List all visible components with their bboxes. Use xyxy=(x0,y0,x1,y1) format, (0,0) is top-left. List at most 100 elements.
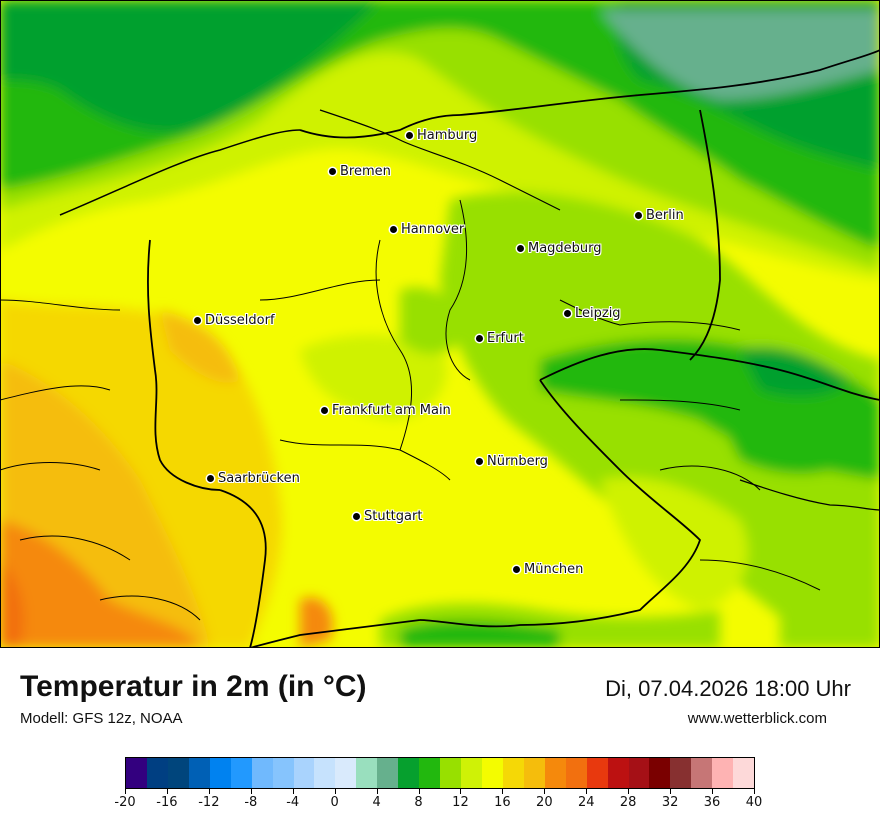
city-dot-icon xyxy=(207,475,214,482)
colorbar-tick-label: 36 xyxy=(703,795,721,810)
colorbar-tick-label: 16 xyxy=(494,795,511,810)
colorbar-tick-label: 4 xyxy=(372,795,381,810)
city-leipzig: Leipzig xyxy=(564,306,621,321)
colorbar-segment xyxy=(398,758,420,788)
colorbar-tick xyxy=(376,789,378,794)
colorbar-tick xyxy=(250,789,252,794)
colorbar-segment xyxy=(649,758,671,788)
city-duesseldorf: Düsseldorf xyxy=(194,313,275,328)
city-label: Hamburg xyxy=(417,128,478,143)
colorbar-tick-label: 0 xyxy=(330,795,339,810)
city-label: Stuttgart xyxy=(364,509,423,524)
city-magdeburg: Magdeburg xyxy=(517,241,602,256)
colorbar-segment xyxy=(293,758,315,788)
city-label: Frankfurt am Main xyxy=(332,403,451,418)
city-dot-icon xyxy=(476,335,483,342)
city-muenchen: München xyxy=(513,562,583,577)
colorbar-segment xyxy=(670,758,692,788)
temperature-colorbar xyxy=(125,757,755,789)
colorbar-tick xyxy=(712,789,714,794)
colorbar-tick xyxy=(628,789,630,794)
temperature-contour-map xyxy=(0,0,880,648)
city-dot-icon xyxy=(353,513,360,520)
map-title: Temperatur in 2m (in °C) xyxy=(20,670,367,703)
colorbar-tick-label: 28 xyxy=(619,795,637,810)
colorbar-tick xyxy=(502,789,504,794)
colorbar-segment xyxy=(544,758,566,788)
colorbar-segment xyxy=(209,758,231,788)
city-dot-icon xyxy=(406,132,413,139)
city-label: Bremen xyxy=(340,164,391,179)
colorbar-tick-label: -4 xyxy=(286,795,300,810)
city-label: Saarbrücken xyxy=(218,471,300,486)
city-dot-icon xyxy=(194,317,201,324)
colorbar-ticks: -20 -16 -12 -8 -4 0 4 8 12 16 20 24 28 32 36 40 xyxy=(114,789,762,819)
city-hannover: Hannover xyxy=(390,222,464,237)
colorbar-segment xyxy=(586,758,608,788)
city-label: Berlin xyxy=(646,208,684,223)
colorbar-segment xyxy=(356,758,378,788)
colorbar-tick xyxy=(586,789,588,794)
colorbar-tick-label: -16 xyxy=(156,795,178,810)
colorbar-tick xyxy=(460,789,462,794)
city-bremen: Bremen xyxy=(329,164,391,179)
colorbar-segment xyxy=(502,758,524,788)
city-dot-icon xyxy=(564,310,571,317)
forecast-datetime: Di, 07.04.2026 18:00 Uhr xyxy=(605,676,851,701)
city-dot-icon xyxy=(321,407,328,414)
city-dot-icon xyxy=(517,245,524,252)
city-stuttgart: Stuttgart xyxy=(353,509,422,524)
colorbar-tick xyxy=(670,789,672,794)
colorbar-segment xyxy=(188,758,210,788)
city-label: Nürnberg xyxy=(487,454,548,469)
city-dot-icon xyxy=(390,226,397,233)
city-label: Düsseldorf xyxy=(205,313,275,328)
city-label: Erfurt xyxy=(487,331,524,346)
city-saarbruecken: Saarbrücken xyxy=(207,471,300,486)
city-erfurt: Erfurt xyxy=(476,331,524,346)
colorbar-tick-label: 12 xyxy=(452,795,469,810)
colorbar-tick-label: -8 xyxy=(244,795,258,810)
colorbar-segment xyxy=(461,758,482,788)
city-nuernberg: Nürnberg xyxy=(476,454,548,469)
colorbar-tick xyxy=(125,789,126,794)
colorbar-segment xyxy=(628,758,650,788)
website-link[interactable]: www.wetterblick.com xyxy=(687,710,827,727)
colorbar-tick xyxy=(544,789,546,794)
colorbar-tick-label: -12 xyxy=(198,795,220,810)
colorbar-segment xyxy=(314,758,336,788)
colorbar-segment xyxy=(565,758,587,788)
colorbar-segment xyxy=(126,758,147,788)
colorbar-segment xyxy=(440,758,461,788)
colorbar-segment xyxy=(272,758,294,788)
colorbar-segment xyxy=(230,758,252,788)
colorbar-tick-label: 24 xyxy=(577,795,595,810)
colorbar-segment xyxy=(377,758,399,788)
colorbar-tick xyxy=(754,789,755,794)
model-info: Modell: GFS 12z, NOAA xyxy=(20,710,183,727)
colorbar-tick-label: 32 xyxy=(661,795,679,810)
colorbar-tick-label: 8 xyxy=(414,795,423,810)
colorbar-segment xyxy=(691,758,713,788)
colorbar-segment xyxy=(733,758,755,788)
colorbar-segment xyxy=(481,758,503,788)
city-label: Magdeburg xyxy=(528,241,602,256)
colorbar-tick xyxy=(418,789,420,794)
colorbar-segment xyxy=(523,758,545,788)
colorbar-segment xyxy=(607,758,629,788)
colorbar-segment xyxy=(167,758,189,788)
colorbar-segment xyxy=(712,758,734,788)
colorbar-tick-label: -20 xyxy=(114,795,136,810)
city-label: München xyxy=(524,562,584,577)
city-frankfurt: Frankfurt am Main xyxy=(321,403,451,418)
colorbar-tick xyxy=(166,789,168,794)
city-dot-icon xyxy=(513,566,520,573)
city-label: Leipzig xyxy=(575,306,621,321)
colorbar-segment xyxy=(251,758,273,788)
city-dot-icon xyxy=(635,212,642,219)
colorbar-tick-label: 40 xyxy=(745,795,763,810)
city-hamburg: Hamburg xyxy=(406,128,477,143)
colorbar-tick-label: 20 xyxy=(536,795,553,810)
colorbar-segment xyxy=(335,758,357,788)
colorbar-segment xyxy=(419,758,441,788)
